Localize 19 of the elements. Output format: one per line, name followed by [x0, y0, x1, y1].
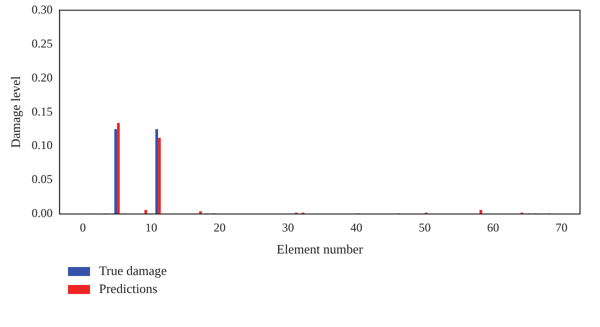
x-tick-label: 0 [80, 220, 86, 234]
y-axis-title: Damage level [8, 76, 24, 148]
y-tick-label: 0.30 [32, 2, 53, 16]
legend-label: True damage [99, 263, 167, 279]
x-axis-title: Element number [276, 242, 364, 257]
x-tick-label: 70 [556, 220, 568, 234]
x-tick-label: 10 [145, 220, 158, 234]
x-tick-label: 50 [418, 220, 431, 234]
y-tick-label: 0.25 [32, 36, 53, 50]
y-tick-label: 0.20 [32, 70, 53, 84]
y-tick-label: 0.15 [32, 104, 53, 118]
x-tick-label: 40 [350, 220, 362, 234]
x-tick-label: 30 [282, 220, 294, 234]
legend-label: Predictions [99, 281, 158, 297]
y-tick-label: 0.05 [32, 172, 53, 186]
x-tick-label: 60 [487, 220, 500, 234]
y-tick-label: 0.00 [32, 206, 53, 220]
x-tick-label: 20 [214, 220, 226, 234]
y-tick-label: 0.10 [32, 138, 53, 152]
